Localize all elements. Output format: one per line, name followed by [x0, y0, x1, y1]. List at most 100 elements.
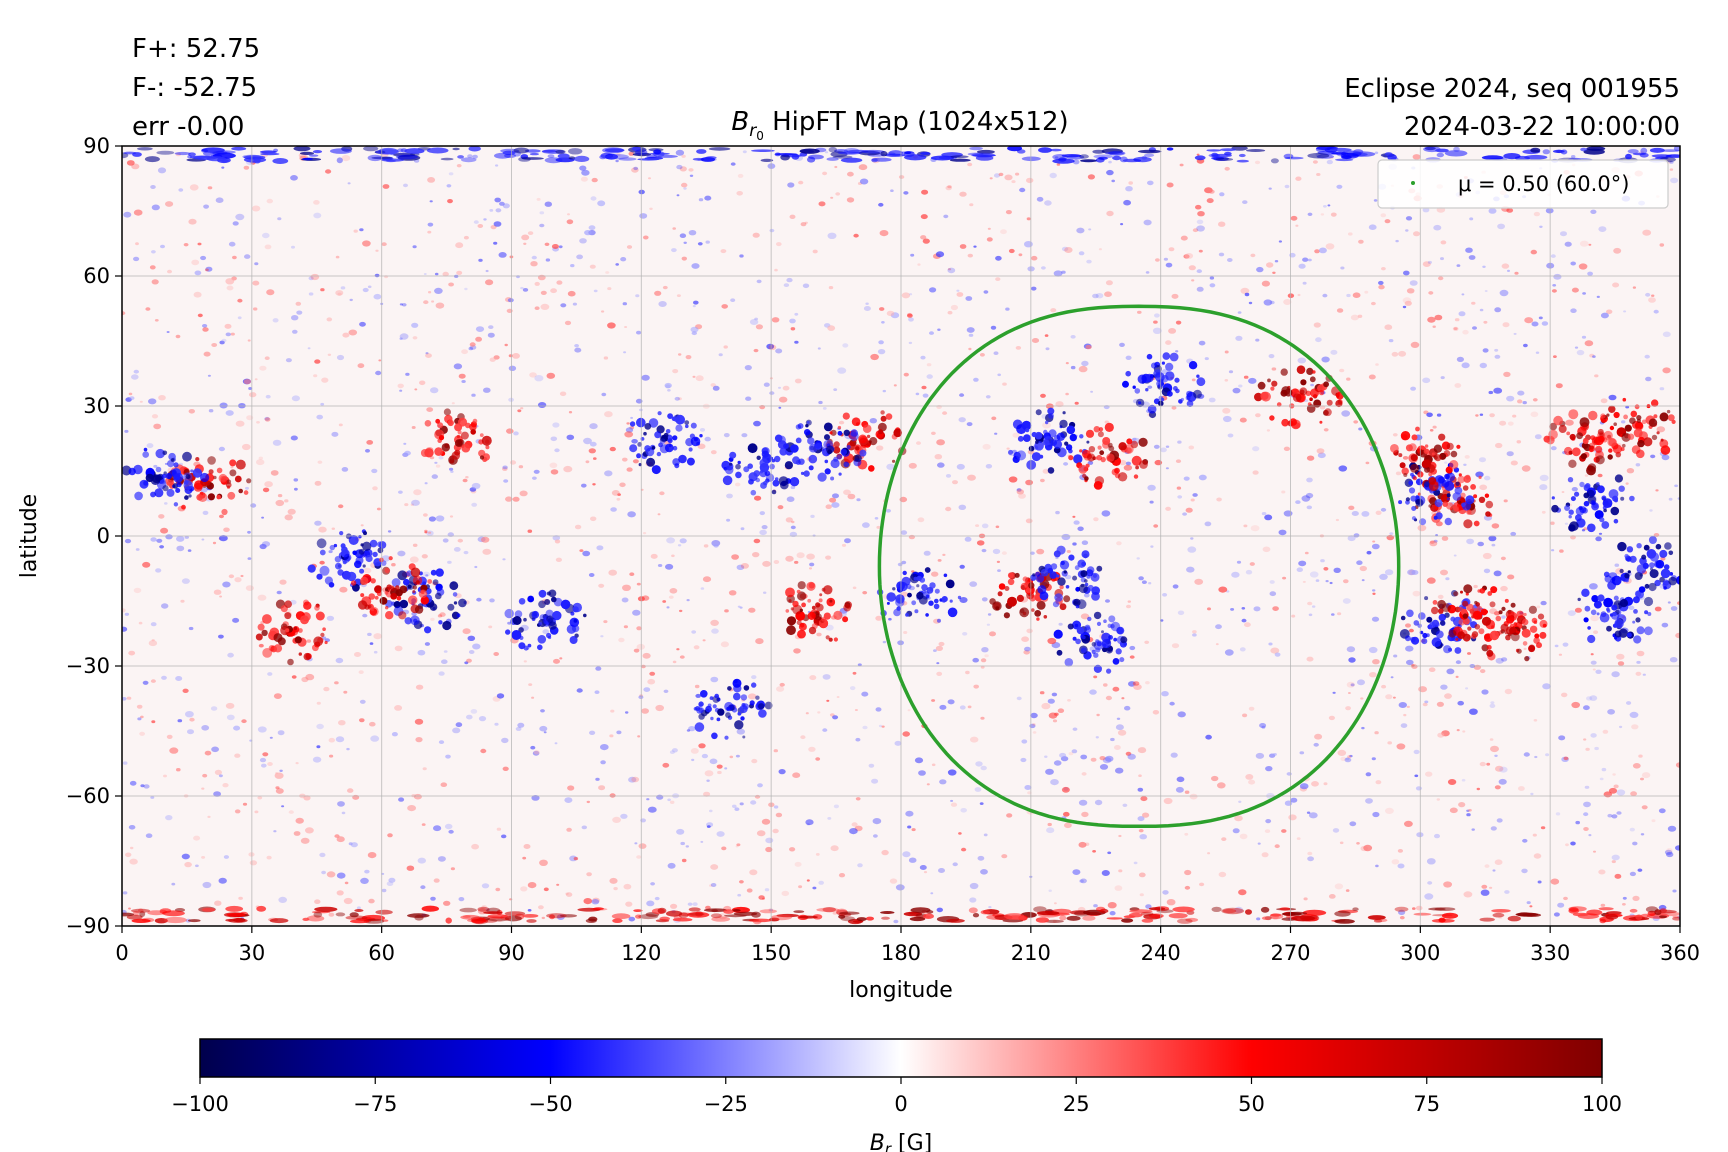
noise-speck: [791, 520, 795, 524]
region-mark: [1123, 642, 1127, 646]
region-mark: [369, 539, 378, 548]
region-mark: [1093, 426, 1101, 433]
region-mark: [1078, 464, 1088, 474]
noise-speck: [986, 237, 993, 242]
noise-speck: [790, 327, 796, 331]
region-mark: [1138, 401, 1142, 405]
noise-speck: [176, 535, 185, 542]
noise-speck: [1053, 760, 1062, 766]
polar-band-mark: [1283, 153, 1294, 159]
noise-speck: [776, 242, 782, 247]
noise-speck: [1320, 559, 1325, 563]
noise-speck: [122, 891, 128, 895]
polar-band-mark: [1105, 151, 1124, 155]
noise-speck: [962, 632, 968, 636]
region-mark: [1292, 393, 1302, 403]
noise-speck: [1345, 889, 1350, 892]
noise-speck: [574, 347, 582, 353]
noise-speck: [923, 550, 931, 556]
polar-band-mark: [799, 148, 820, 154]
region-mark: [1066, 425, 1076, 435]
noise-speck: [122, 626, 128, 632]
noise-speck: [1227, 433, 1234, 438]
noise-speck: [960, 808, 967, 813]
region-mark: [342, 560, 347, 565]
region-mark: [1008, 449, 1013, 455]
noise-speck: [1557, 902, 1565, 908]
noise-speck: [1006, 813, 1013, 818]
noise-speck: [175, 676, 183, 681]
noise-speck: [915, 392, 920, 396]
noise-speck: [1345, 706, 1351, 711]
noise-speck: [1481, 884, 1488, 889]
noise-speck: [1323, 428, 1329, 432]
noise-speck: [1054, 156, 1059, 159]
noise-speck: [1434, 833, 1440, 839]
region-mark: [173, 502, 179, 507]
noise-speck: [1645, 376, 1652, 382]
region-mark: [830, 476, 835, 481]
noise-speck: [695, 693, 701, 698]
region-mark: [303, 601, 312, 610]
noise-speck: [1150, 545, 1154, 548]
noise-speck: [592, 483, 596, 486]
region-mark: [1270, 386, 1275, 391]
region-mark: [370, 578, 376, 584]
noise-speck: [752, 232, 760, 238]
noise-speck: [894, 740, 902, 746]
region-mark: [685, 424, 689, 429]
noise-speck: [208, 409, 214, 413]
region-mark: [243, 490, 249, 495]
noise-speck: [468, 650, 475, 654]
noise-speck: [411, 426, 416, 429]
noise-speck: [817, 711, 821, 714]
noise-speck: [858, 164, 868, 171]
noise-speck: [530, 745, 536, 750]
noise-speck: [1208, 189, 1215, 194]
noise-speck: [1171, 643, 1180, 649]
noise-speck: [1307, 258, 1312, 262]
region-mark: [1608, 405, 1616, 413]
region-mark: [544, 620, 549, 625]
noise-speck: [636, 626, 642, 631]
noise-speck: [1464, 455, 1470, 459]
region-mark: [1007, 572, 1014, 579]
noise-speck: [1088, 228, 1092, 231]
region-mark: [1424, 444, 1429, 448]
noise-speck: [734, 807, 740, 811]
noise-speck: [672, 660, 677, 664]
noise-speck: [621, 597, 629, 603]
region-mark: [1641, 554, 1647, 560]
noise-speck: [792, 772, 801, 778]
region-mark: [1074, 565, 1080, 571]
polar-band-mark: [972, 913, 980, 918]
noise-speck: [1295, 500, 1301, 504]
region-mark: [1624, 573, 1630, 579]
noise-speck: [1125, 186, 1133, 192]
noise-speck: [1104, 291, 1112, 298]
noise-speck: [1265, 766, 1273, 772]
noise-speck: [1588, 834, 1592, 837]
region-mark: [333, 543, 338, 548]
noise-speck: [688, 230, 697, 236]
noise-speck: [1116, 717, 1121, 720]
noise-speck: [1601, 767, 1607, 772]
region-mark: [1634, 421, 1644, 430]
noise-speck: [1455, 660, 1461, 665]
noise-speck: [903, 631, 908, 634]
region-mark: [315, 611, 325, 621]
region-mark: [1086, 440, 1090, 444]
region-mark: [667, 438, 673, 444]
noise-speck: [1218, 586, 1228, 593]
region-mark: [293, 626, 298, 631]
region-mark: [1398, 453, 1403, 458]
polar-band-mark: [1221, 907, 1245, 915]
noise-speck: [871, 778, 879, 784]
noise-speck: [1504, 688, 1513, 695]
noise-speck: [594, 690, 600, 694]
noise-speck: [443, 900, 451, 906]
noise-speck: [449, 467, 454, 471]
noise-speck: [153, 464, 158, 468]
noise-speck: [1183, 476, 1190, 481]
region-mark: [1648, 582, 1657, 592]
